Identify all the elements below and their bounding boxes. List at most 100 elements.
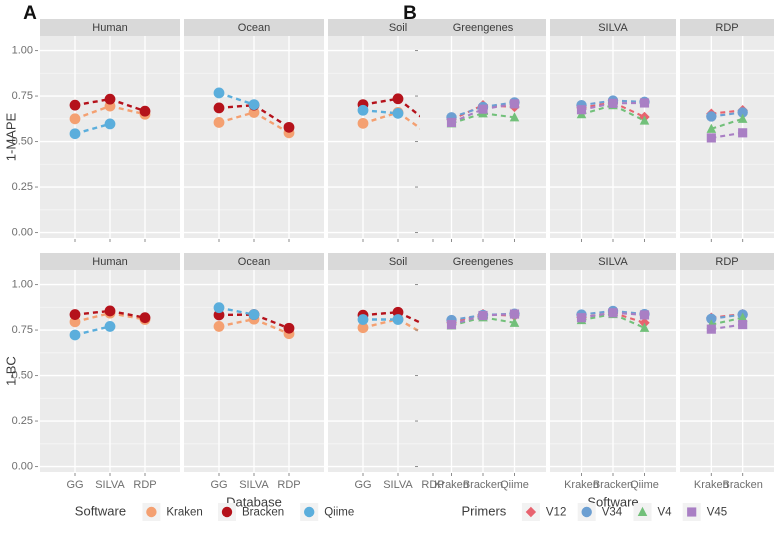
facet-strip: Greengenes [420, 19, 546, 36]
series-connector [612, 101, 645, 118]
legend-marker-qiime [304, 506, 315, 518]
svg-text:RDP: RDP [715, 256, 738, 268]
y-axis-tick-label: 0.25 [12, 181, 33, 193]
legend-marker-v34 [581, 506, 592, 518]
x-axis-tick-label: Qiime [500, 479, 529, 491]
legend-label-qiime: Qiime [324, 507, 354, 519]
facet-panel-b-greengenes-1 [420, 270, 546, 476]
data-point-v45 [639, 98, 650, 108]
data-point-v45 [639, 310, 650, 320]
legend-label-bracken: Bracken [242, 507, 284, 519]
series-connector [218, 306, 255, 316]
y-axis-tick-label: 0.00 [12, 460, 33, 472]
series-connector [74, 311, 111, 324]
x-axis-tick-label: RDP [421, 479, 444, 491]
data-point-v45 [608, 98, 618, 108]
y-axis-tick-label: 1.00 [12, 278, 33, 290]
facet-strip: SILVA [550, 253, 676, 270]
data-point-bracken [69, 309, 81, 320]
x-axis-tick-label: Kraken [434, 479, 469, 491]
legend-key-v45[interactable]: V45 [682, 503, 727, 521]
panel-background [680, 36, 774, 238]
series-connector [612, 313, 645, 329]
legend-key-v34[interactable]: V34 [577, 503, 623, 521]
data-point-v4 [639, 322, 650, 332]
facet-panel-b-rdp-1 [680, 270, 774, 476]
series-connector [109, 98, 146, 113]
series-connector [218, 91, 255, 106]
series-connector [397, 311, 434, 330]
y-axis-tick-label: 0.75 [12, 90, 33, 102]
series-connector [74, 104, 111, 120]
facet-panel-a-human-0 [40, 36, 180, 242]
series-connector [253, 318, 290, 335]
series-connector [362, 97, 399, 106]
data-point-kraken [357, 117, 369, 129]
facet-strip: RDP [680, 19, 774, 36]
legend-label-kraken: Kraken [166, 507, 202, 519]
data-point-v45 [706, 324, 716, 334]
legend-marker-v12 [525, 506, 537, 518]
legend-label-v12: V12 [546, 507, 566, 519]
series-connector [711, 117, 743, 130]
legend-key-kraken[interactable]: Kraken [142, 503, 203, 521]
data-point-v34 [706, 313, 717, 324]
data-point-bracken [104, 305, 116, 317]
facet-panel-b-rdp-0 [680, 36, 774, 242]
y-axis-tick-label: 0.00 [12, 226, 33, 238]
svg-text:Human: Human [92, 256, 127, 268]
x-axis-tick-label: Bracken [463, 479, 503, 491]
data-point-v45 [478, 310, 488, 321]
data-point-qiime [69, 128, 81, 140]
panel-background [680, 270, 774, 472]
legend-key-v12[interactable]: V12 [521, 503, 566, 521]
series-connector [397, 318, 434, 341]
data-point-v45 [576, 313, 587, 323]
panel-label-a: A [23, 3, 37, 24]
y-axis-tick-label: 0.25 [12, 415, 33, 427]
legend-marker-v45 [687, 507, 697, 517]
legend-title: Primers [462, 503, 507, 518]
svg-text:Human: Human [92, 22, 127, 34]
data-point-qiime [392, 314, 404, 325]
data-point-bracken [283, 322, 295, 334]
data-point-v45 [478, 104, 488, 114]
data-point-qiime [69, 329, 81, 341]
facet-panel-b-greengenes-0 [420, 36, 546, 242]
data-point-v45 [738, 128, 748, 138]
facet-strip: RDP [680, 253, 774, 270]
series-connector [397, 111, 434, 139]
legend-marker-bracken [221, 506, 233, 518]
legend-label-v45: V45 [707, 507, 727, 519]
series-connector [451, 316, 484, 327]
data-point-bracken [139, 105, 151, 117]
series-connector [612, 104, 645, 122]
data-point-v4 [737, 113, 748, 123]
data-point-bracken [69, 99, 81, 111]
x-axis-tick-label: Kraken [564, 479, 599, 491]
series-connector [451, 108, 484, 124]
data-point-bracken [139, 312, 151, 324]
data-point-v45 [738, 320, 748, 330]
facet-panel-b-silva-1 [550, 270, 676, 476]
facet-strip: Human [40, 19, 180, 36]
series-connector [581, 104, 614, 116]
data-point-v45 [509, 99, 520, 109]
data-point-v34 [737, 107, 748, 118]
legend-key-v4[interactable]: V4 [633, 503, 673, 521]
legend-marker-kraken [146, 506, 157, 518]
panel-label-b: B [403, 3, 417, 24]
svg-text:Soil: Soil [389, 256, 407, 268]
series-connector [74, 122, 111, 135]
x-axis-title-b: Software [587, 494, 638, 509]
legend-key-qiime[interactable]: Qiime [300, 503, 354, 521]
data-point-v34 [706, 111, 717, 122]
series-connector [253, 313, 290, 330]
data-point-kraken [213, 117, 225, 128]
x-axis-tick-label: SILVA [383, 479, 413, 491]
legend-key-bracken[interactable]: Bracken [218, 503, 284, 521]
legend-title: Software [75, 503, 126, 518]
svg-text:Ocean: Ocean [238, 22, 270, 34]
series-connector [74, 97, 111, 107]
facet-panel-a-human-1 [40, 270, 180, 476]
